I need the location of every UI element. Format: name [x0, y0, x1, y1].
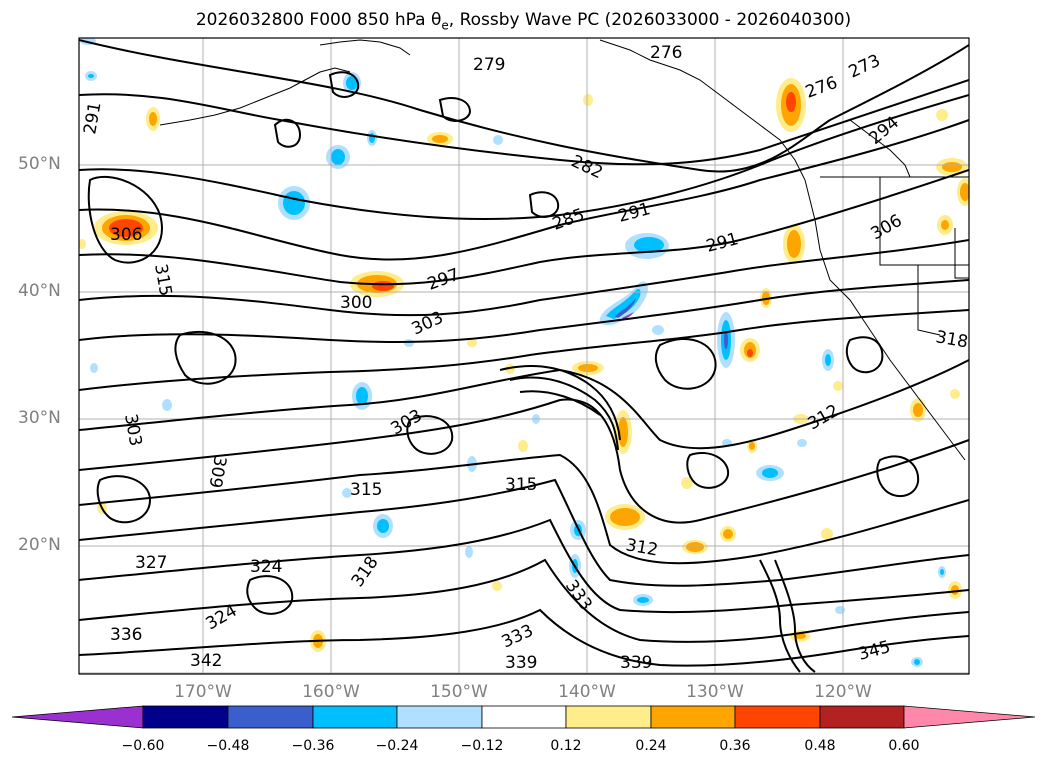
contour-label: 342: [190, 651, 222, 671]
lat-label-30n: 30°N: [18, 408, 61, 428]
contour-label: 297: [425, 265, 462, 295]
contour-label: 306: [110, 225, 142, 245]
colorbar-tick: 0.48: [804, 738, 836, 754]
lon-label-170w: 170°W: [174, 682, 232, 702]
contour-label: 333: [561, 576, 596, 614]
map-title: 2026032800 F000 850 hPa θe, Rossby Wave …: [195, 10, 852, 33]
contour-label: 327: [135, 553, 167, 573]
contour-label: 276: [803, 73, 840, 103]
colorbar-cell: [734, 705, 821, 729]
contour-label: 318: [934, 327, 969, 352]
lon-label-150w: 150°W: [430, 682, 488, 702]
contour-label: 276: [650, 43, 682, 63]
theta-e-contours: [79, 39, 969, 673]
colorbar-tick: −0.60: [121, 738, 165, 754]
contour-label: 312: [805, 401, 843, 435]
coastlines: [159, 39, 969, 461]
plot-frame: [78, 37, 970, 675]
lat-label-50n: 50°N: [18, 154, 61, 174]
colorbar-cell: [819, 705, 905, 729]
colorbar: [11, 705, 1036, 729]
lat-label-20n: 20°N: [18, 535, 61, 555]
lon-label-140w: 140°W: [558, 682, 616, 702]
colorbar-extend-high: [903, 705, 1036, 729]
colorbar-cell: [142, 705, 229, 729]
negative-anomaly: [80, 38, 946, 667]
colorbar-cell: [481, 705, 567, 729]
contour-label: 273: [846, 51, 884, 83]
positive-anomaly: [79, 78, 969, 652]
contour-label: 309: [204, 454, 229, 489]
colorbar-tick: −0.36: [291, 738, 335, 754]
contour-label: 291: [616, 199, 653, 227]
contour-label: 291: [80, 100, 105, 135]
lat-label-40n: 40°N: [18, 281, 61, 301]
contour-label: 279: [473, 55, 505, 75]
contour-label: 315: [505, 475, 537, 495]
lon-label-120w: 120°W: [814, 682, 872, 702]
colorbar-cell: [312, 705, 398, 729]
contour-label: 303: [409, 308, 447, 340]
colorbar-tick: 0.12: [550, 738, 582, 754]
contour-label: 339: [505, 653, 537, 673]
colorbar-tick: 0.24: [635, 738, 667, 754]
contour-label: 291: [704, 229, 741, 257]
contour-label: 285: [550, 205, 587, 235]
colorbar-tick: −0.48: [206, 738, 250, 754]
contour-label: 339: [620, 653, 652, 673]
contour-label: 306: [868, 211, 906, 245]
colorbar-tick: 0.60: [888, 738, 920, 754]
colorbar-tick: 0.36: [719, 738, 751, 754]
colorbar-cell: [650, 705, 736, 729]
contour-label: 300: [340, 293, 372, 313]
colorbar-tick: −0.12: [460, 738, 504, 754]
colorbar-tick: −0.24: [375, 738, 419, 754]
contour-label: 303: [120, 412, 145, 447]
contour-label: 345: [856, 637, 893, 665]
colorbar-extend-low: [11, 705, 144, 729]
lon-label-160w: 160°W: [302, 682, 360, 702]
lon-label-130w: 130°W: [686, 682, 744, 702]
colorbar-cell: [396, 705, 483, 729]
anomaly-shading: [79, 38, 969, 667]
colorbar-cell: [227, 705, 314, 729]
contour-label: 315: [350, 480, 382, 500]
contour-label: 324: [250, 557, 282, 577]
contour-label: 318: [348, 553, 383, 591]
contour-label: 336: [110, 625, 142, 645]
colorbar-cell: [565, 705, 652, 729]
contour-label: 315: [150, 262, 175, 297]
contour-label: 333: [499, 621, 537, 653]
